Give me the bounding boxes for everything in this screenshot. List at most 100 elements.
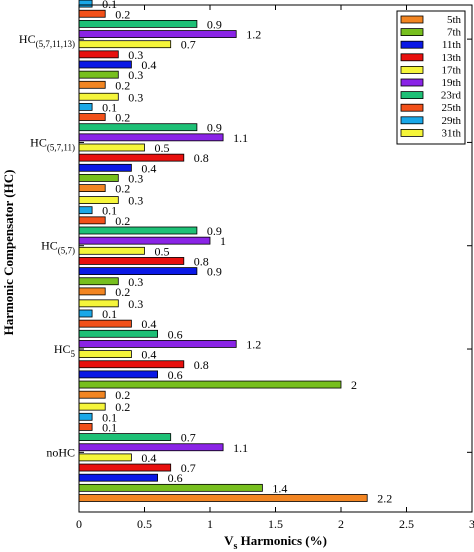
bar-3-4 bbox=[78, 143, 145, 152]
value-label-1-4: 0.4 bbox=[141, 348, 156, 362]
y-tick-label-3: HC(5,7,11) bbox=[30, 135, 75, 152]
bar-2-8 bbox=[78, 206, 93, 215]
legend-label-0: 5th bbox=[447, 14, 462, 26]
y-axis-title: Harmonic Compensator (HC) bbox=[1, 170, 16, 336]
x-tick-label-3: 1.5 bbox=[268, 517, 283, 531]
value-label-1-9: 0.3 bbox=[128, 297, 143, 311]
value-label-4-6: 0.9 bbox=[207, 17, 222, 31]
bar-2-9 bbox=[78, 196, 119, 204]
value-label-0-2: 0.6 bbox=[168, 471, 183, 485]
value-label-0-8: 0.1 bbox=[102, 410, 117, 424]
bar-0-1 bbox=[78, 483, 263, 492]
x-axis-title-rest: Harmonics (%) bbox=[237, 533, 327, 548]
legend-swatch-8 bbox=[400, 116, 424, 125]
value-label-2-1: 0.3 bbox=[128, 275, 143, 289]
legend-swatch-7 bbox=[400, 103, 424, 112]
legend-label-9: 31th bbox=[441, 127, 461, 139]
x-tick-label-5: 2.5 bbox=[399, 517, 414, 531]
bar-1-1 bbox=[78, 380, 342, 389]
y-axis: noHC HC5 HC(5,7) HC(5,7,11) HC(5,7,11,13) bbox=[19, 32, 472, 459]
x-tick-label-2: 1 bbox=[207, 517, 213, 531]
legend-label-8: 29th bbox=[441, 115, 461, 127]
bar-1-9 bbox=[78, 299, 119, 308]
bar-4-1 bbox=[78, 70, 119, 79]
value-label-3-3: 0.8 bbox=[194, 151, 209, 165]
value-label-2-9: 0.3 bbox=[128, 194, 143, 208]
y-tick-label-1: HC5 bbox=[54, 342, 76, 359]
legend-label-4: 17th bbox=[441, 64, 461, 76]
bar-2-0 bbox=[78, 287, 106, 296]
bar-2-7 bbox=[78, 216, 106, 225]
bar-4-4 bbox=[78, 40, 172, 49]
value-label-3-6: 0.9 bbox=[207, 121, 222, 135]
value-label-1-0: 0.2 bbox=[115, 388, 130, 402]
y-tick-label-2: HC(5,7) bbox=[41, 239, 75, 256]
bar-4-2 bbox=[78, 60, 132, 69]
value-label-4-8: 0.1 bbox=[102, 0, 117, 11]
bar-2-6 bbox=[78, 226, 198, 235]
bar-2-5 bbox=[78, 236, 211, 245]
value-label-3-0: 0.2 bbox=[115, 182, 130, 196]
bar-4-0 bbox=[78, 80, 106, 89]
bar-0-9 bbox=[78, 402, 106, 411]
bar-0-7 bbox=[78, 423, 93, 431]
bar-1-6 bbox=[78, 329, 158, 338]
value-label-3-2: 0.4 bbox=[141, 161, 156, 175]
bar-1-0 bbox=[78, 390, 106, 399]
value-label-1-8: 0.1 bbox=[102, 307, 117, 321]
value-label-2-5: 1 bbox=[220, 234, 226, 248]
legend-label-6: 23rd bbox=[441, 90, 462, 102]
legend-label-3: 13th bbox=[441, 52, 461, 64]
bar-1-5 bbox=[78, 340, 237, 348]
value-label-0-9: 0.2 bbox=[115, 400, 130, 414]
value-label-0-7: 0.1 bbox=[102, 420, 117, 434]
bar-0-4 bbox=[78, 453, 132, 462]
bar-1-4 bbox=[78, 350, 132, 359]
value-label-4-5: 1.2 bbox=[246, 28, 261, 42]
bar-2-2 bbox=[78, 267, 198, 276]
value-label-0-5: 1.1 bbox=[233, 441, 248, 455]
legend-swatch-1 bbox=[400, 28, 424, 37]
bar-4-8 bbox=[78, 0, 93, 8]
value-label-4-7: 0.2 bbox=[115, 7, 130, 21]
value-label-4-9: 0.3 bbox=[128, 0, 143, 1]
x-tick-label-4: 2 bbox=[338, 517, 344, 531]
value-label-4-3: 0.3 bbox=[128, 48, 143, 62]
legend-swatch-0 bbox=[400, 15, 424, 24]
value-label-4-1: 0.3 bbox=[128, 68, 143, 82]
bars-layer bbox=[78, 0, 368, 502]
bar-0-6 bbox=[78, 433, 172, 442]
legend-label-5: 19th bbox=[441, 77, 461, 89]
bar-3-5 bbox=[78, 133, 224, 142]
legend-swatch-9 bbox=[400, 128, 424, 137]
legend-swatch-6 bbox=[400, 91, 424, 99]
legend-swatch-2 bbox=[400, 40, 424, 49]
value-label-0-1: 1.4 bbox=[272, 481, 287, 495]
bar-1-2 bbox=[78, 370, 158, 379]
value-label-1-7: 0.4 bbox=[141, 317, 156, 331]
value-label-3-9: 0.3 bbox=[128, 90, 143, 104]
value-label-3-5: 1.1 bbox=[233, 131, 248, 145]
bar-1-8 bbox=[78, 309, 93, 318]
value-label-1-5: 1.2 bbox=[246, 337, 261, 351]
bar-0-5 bbox=[78, 443, 224, 452]
value-label-4-0: 0.2 bbox=[115, 78, 130, 92]
legend-label-1: 7th bbox=[447, 27, 462, 39]
value-label-2-2: 0.9 bbox=[207, 265, 222, 279]
value-label-0-0: 2.2 bbox=[377, 492, 392, 506]
value-label-4-2: 0.4 bbox=[141, 58, 156, 72]
bar-3-7 bbox=[78, 113, 106, 121]
bar-0-0 bbox=[78, 494, 368, 502]
x-tick-label-0: 0 bbox=[76, 517, 82, 531]
y-tick-label-4: HC(5,7,11,13) bbox=[19, 32, 75, 49]
bar-3-9 bbox=[78, 92, 119, 101]
value-label-3-8: 0.1 bbox=[102, 100, 117, 114]
x-axis: 0 0.5 1 1.5 2 2.5 3 bbox=[76, 5, 474, 531]
value-label-3-7: 0.2 bbox=[115, 111, 130, 125]
bar-3-8 bbox=[78, 103, 93, 111]
bar-4-5 bbox=[78, 30, 237, 38]
bar-3-6 bbox=[78, 123, 198, 132]
value-label-0-6: 0.7 bbox=[181, 431, 196, 445]
value-label-2-7: 0.2 bbox=[115, 214, 130, 228]
